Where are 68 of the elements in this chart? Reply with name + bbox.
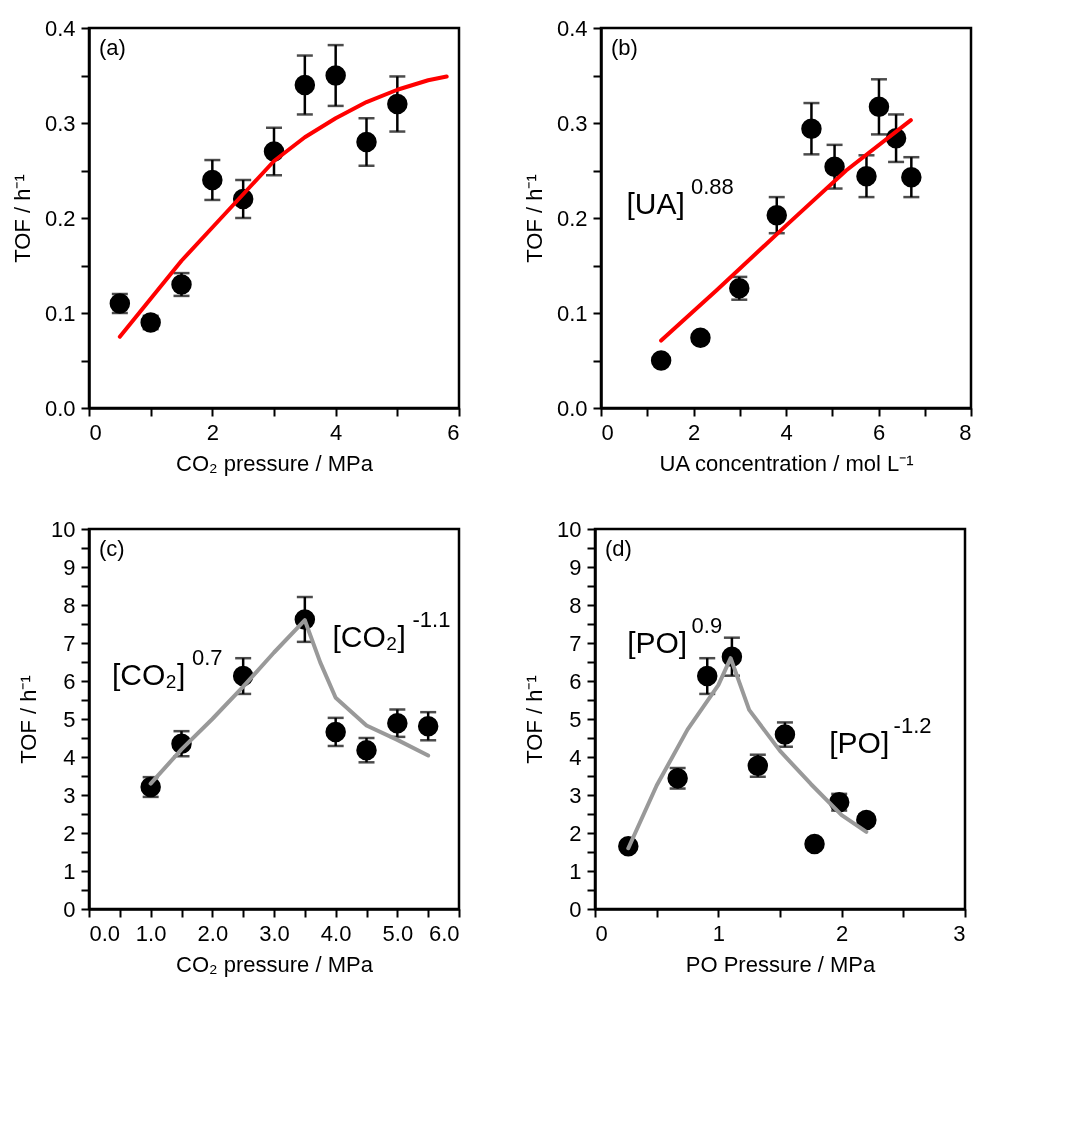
y-tick-label: 0.3: [44, 110, 76, 136]
x-tick-label: 2: [687, 419, 701, 445]
y-tick-label: 0.2: [556, 205, 588, 231]
annotation: (d): [605, 536, 632, 561]
x-tick-label: 3: [953, 920, 966, 946]
annotation: [CO₂]-1.1: [332, 606, 451, 653]
y-axis-title: TOF / h⁻¹: [521, 174, 547, 263]
x-axis-title: PO Pressure / MPa: [685, 951, 877, 977]
y-axis-title: TOF / h⁻¹: [16, 675, 42, 764]
y-tick-label: 7: [63, 630, 76, 656]
y-axis-title: TOF / h⁻¹: [9, 174, 35, 263]
annotation: (c): [99, 536, 125, 561]
y-tick-label: 6: [63, 668, 76, 694]
annotation: [CO₂]0.7: [111, 644, 223, 691]
x-tick-label: 0: [89, 419, 102, 445]
y-tick-label: 6: [569, 668, 582, 694]
y-tick-label: 10: [557, 516, 582, 542]
y-tick-label: 0.4: [44, 15, 76, 41]
x-axis-title: CO₂ pressure / MPa: [176, 450, 374, 476]
y-tick-label: 0.2: [44, 205, 76, 231]
x-tick-label: 1.0: [135, 920, 167, 946]
x-tick-label: 3.0: [259, 920, 290, 946]
y-tick-label: 0.4: [556, 15, 588, 41]
y-tick-label: 0.0: [44, 395, 76, 421]
y-tick-label: 1: [569, 858, 582, 884]
y-tick-label: 8: [569, 592, 582, 618]
y-tick-label: 4: [569, 744, 582, 770]
annotation: (b): [611, 35, 638, 60]
y-tick-label: 10: [51, 516, 76, 542]
x-tick-label: 4.0: [320, 920, 352, 946]
y-tick-label: 4: [63, 744, 76, 770]
y-tick-label: 0.1: [44, 300, 76, 326]
y-tick-label: 0: [569, 896, 582, 922]
x-tick-label: 2: [206, 419, 219, 445]
x-tick-label: 2.0: [197, 920, 229, 946]
y-tick-label: 9: [569, 554, 582, 580]
x-axis-title: CO₂ pressure / MPa: [176, 951, 374, 977]
y-tick-label: 9: [63, 554, 76, 580]
x-tick-label: 6.0: [428, 920, 460, 946]
y-tick-label: 0.3: [556, 110, 588, 136]
y-tick-label: 0.0: [556, 395, 588, 421]
x-tick-label: 2: [836, 920, 849, 946]
y-axis-title: TOF / h⁻¹: [522, 675, 548, 764]
y-tick-label: 2: [569, 820, 582, 846]
y-tick-label: 0: [63, 896, 76, 922]
x-tick-label: 0.0: [89, 920, 121, 946]
x-tick-label: 0: [601, 419, 614, 445]
x-tick-label: 8: [959, 419, 972, 445]
y-tick-label: 3: [63, 782, 76, 808]
x-tick-label: 6: [872, 419, 886, 445]
x-tick-label: 5.0: [382, 920, 414, 946]
x-tick-label: 1: [712, 920, 725, 946]
x-tick-label: 0: [595, 920, 608, 946]
y-tick-label: 1: [63, 858, 76, 884]
y-tick-label: 3: [569, 782, 582, 808]
annotation: [UA]0.88: [626, 174, 734, 221]
x-tick-label: 4: [780, 419, 793, 445]
x-tick-label: 4: [330, 419, 343, 445]
y-tick-label: 7: [569, 630, 582, 656]
y-tick-label: 8: [63, 592, 76, 618]
annotation: (a): [99, 35, 126, 60]
line-series: [117, 74, 449, 339]
y-tick-label: 5: [569, 706, 582, 732]
x-tick-label: 6: [447, 419, 460, 445]
y-tick-label: 5: [63, 706, 76, 732]
y-tick-label: 2: [63, 820, 76, 846]
x-axis-title: UA concentration / mol L⁻¹: [659, 450, 914, 476]
y-tick-label: 0.1: [556, 300, 588, 326]
